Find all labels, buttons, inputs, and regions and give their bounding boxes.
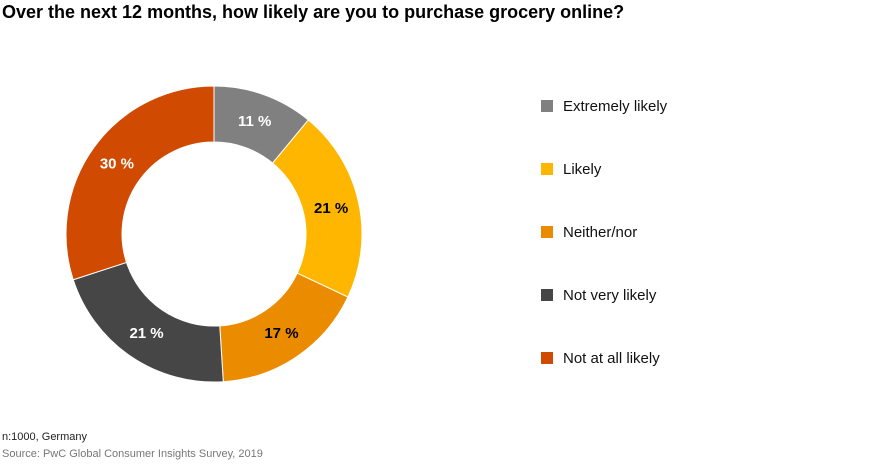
chart-title: Over the next 12 months, how likely are … [2,2,625,22]
legend-label: Extremely likely [563,97,668,115]
legend-item-likely: Likely [541,159,601,179]
slice-value-label: 30 % [100,155,134,172]
slice-value-label: 17 % [264,325,298,342]
legend-item-not-very-likely: Not very likely [541,285,656,305]
legend-label: Neither/nor [563,223,638,241]
donut-slice-not-very-likely [72,261,224,383]
legend-label: Not at all likely [563,349,660,367]
legend-label: Likely [563,160,602,178]
legend-swatch [541,352,553,364]
legend-item-extremely-likely: Extremely likely [541,96,667,116]
slice-value-label: 11 % [238,113,271,130]
slice-value-label: 21 % [129,325,163,342]
legend-item-neither-nor: Neither/nor [541,222,637,242]
donut-slice-not-at-all-likely [65,85,215,281]
legend-label: Not very likely [563,286,657,304]
legend-swatch [541,163,553,175]
legend-swatch [541,289,553,301]
legend-swatch [541,226,553,238]
legend-item-not-at-all-likely: Not at all likely [541,348,660,368]
source-note: Source: PwC Global Consumer Insights Sur… [2,448,263,460]
slice-value-label: 21 % [314,200,348,217]
sample-note: n:1000, Germany [2,431,87,443]
legend-swatch [541,100,553,112]
